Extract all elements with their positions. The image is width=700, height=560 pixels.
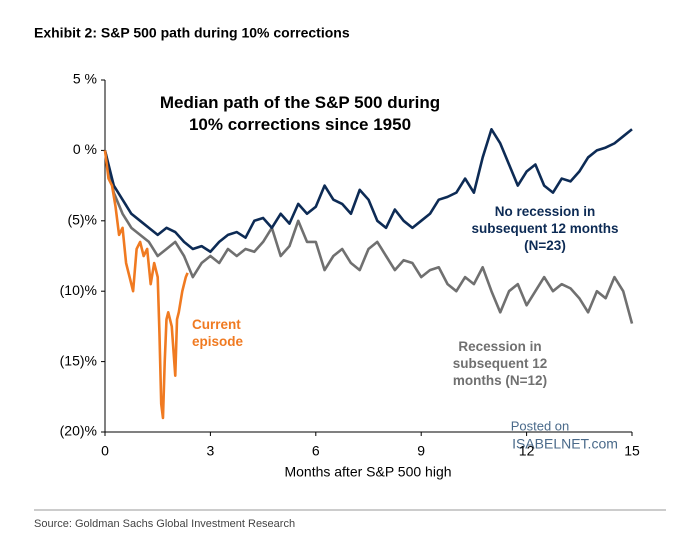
chart-title: Median path of the S&P 500 during 10% co… [159, 93, 441, 134]
series-label: Current episode [192, 317, 244, 349]
source-note: Source: Goldman Sachs Global Investment … [34, 518, 295, 530]
x-tick-label: 0 [101, 443, 109, 459]
exhibit-header: Exhibit 2: S&P 500 path during 10% corre… [34, 25, 350, 41]
y-tick-label: (10)% [60, 282, 97, 298]
watermark: Posted on [511, 418, 570, 433]
x-axis-label: Months after S&P 500 high [284, 464, 451, 480]
x-tick-label: 12 [519, 443, 535, 459]
x-tick-label: 3 [207, 443, 215, 459]
x-tick-label: 9 [417, 443, 425, 459]
x-tick-label: 6 [312, 443, 320, 459]
x-tick-label: 15 [624, 443, 640, 459]
series-line [103, 150, 189, 420]
series-line [103, 127, 633, 254]
y-tick-label: (15)% [60, 352, 97, 368]
y-tick-label: (5)% [67, 212, 97, 228]
watermark: ISABELNET.com [512, 436, 618, 452]
series-line [103, 150, 634, 324]
y-tick-label: 0 % [73, 141, 97, 157]
y-tick-label: 5 % [73, 71, 97, 87]
series-label: No recession in subsequent 12 months (N=… [471, 204, 619, 253]
series-label: Recession in subsequent 12 months (N=12) [452, 339, 548, 388]
y-tick-label: (20)% [60, 423, 97, 439]
